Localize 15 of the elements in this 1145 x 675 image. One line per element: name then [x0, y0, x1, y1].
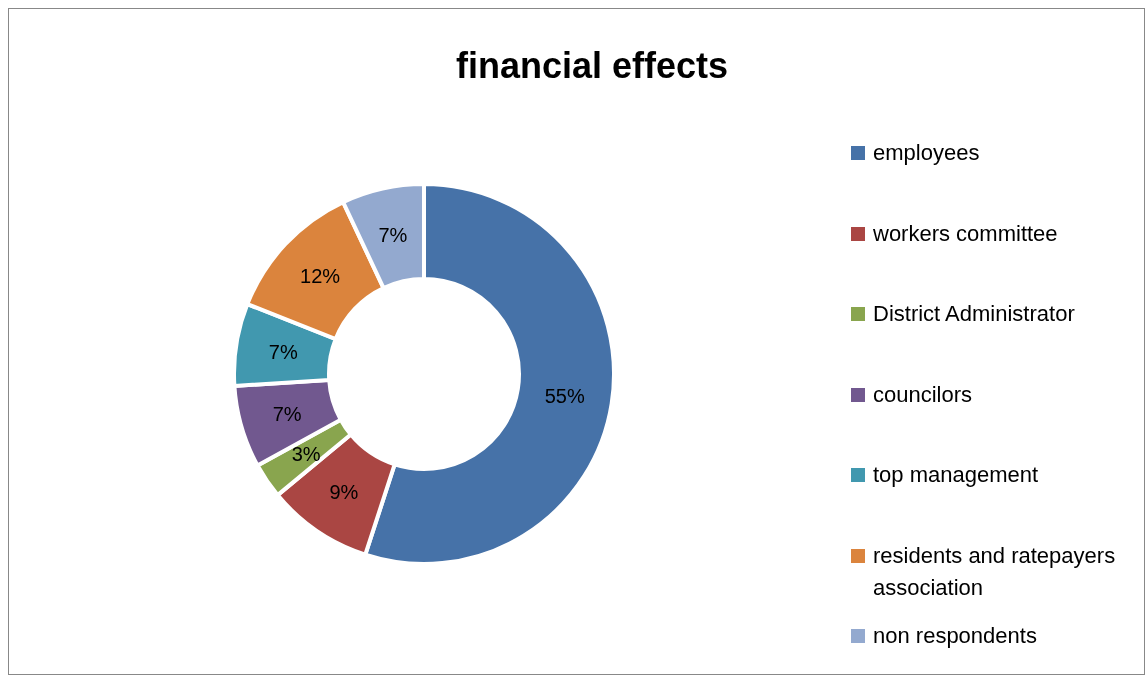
legend-label: non respondents [873, 622, 1037, 650]
data-label: 12% [300, 265, 341, 288]
data-label: 3% [291, 443, 321, 466]
legend-label: District Administrator [873, 300, 1075, 328]
data-label: 9% [329, 480, 359, 503]
legend-label: top management [873, 461, 1039, 489]
chart-title: financial effects [454, 45, 730, 87]
legend-label: employees [873, 139, 980, 167]
data-label: 7% [272, 402, 302, 425]
data-label: 55% [544, 385, 585, 408]
data-label: 7% [378, 223, 408, 246]
legend-label: residents and ratepayers association [873, 541, 1117, 602]
legend-label: councilors [873, 380, 973, 409]
data-label: 7% [268, 340, 298, 363]
legend-label: workers committee [873, 219, 1058, 248]
